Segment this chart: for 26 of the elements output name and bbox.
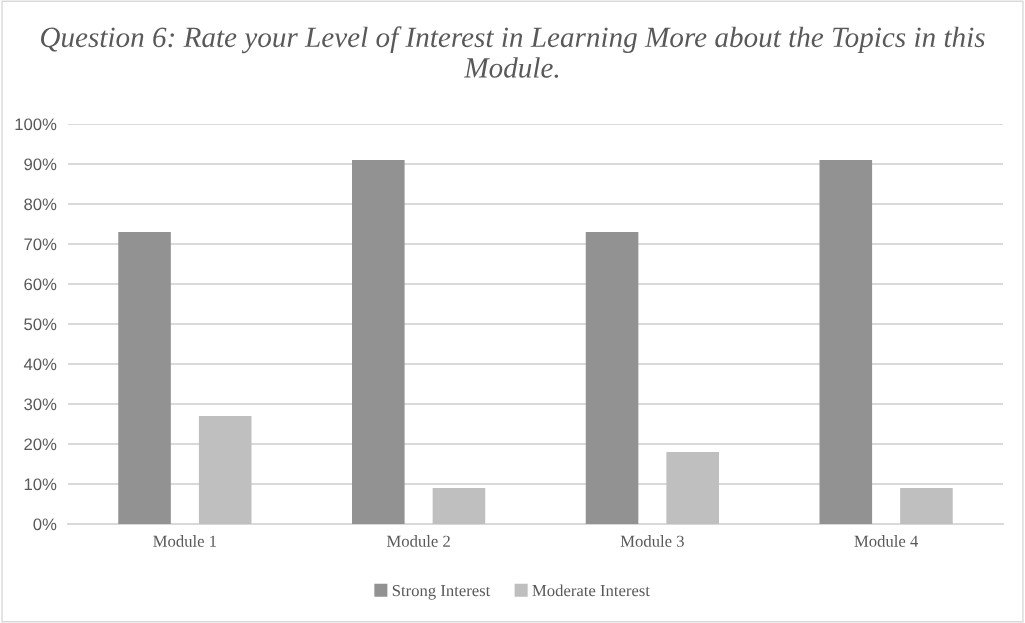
y-tick-label: 80% [24, 198, 57, 211]
legend-label: Moderate Interest [532, 584, 650, 597]
x-tick-label: Module 1 [153, 535, 217, 547]
y-tick-label: 90% [24, 158, 57, 171]
bar [900, 488, 953, 524]
bar [118, 232, 171, 524]
chart-title: Question 6: Rate your Level of Interest in Learning More about the Topics in this Module. [41, 26, 985, 78]
y-tick-label: 30% [24, 398, 57, 411]
bar [585, 232, 639, 524]
bar [198, 416, 252, 524]
x-tick-label: Module 3 [620, 535, 684, 547]
bar [666, 452, 719, 524]
y-tick-label: 10% [24, 478, 57, 491]
y-tick-label: 40% [23, 358, 57, 371]
y-tick-label: 0% [33, 518, 57, 531]
y-tick-label: 60% [24, 278, 57, 291]
y-tick-label: 20% [24, 438, 57, 451]
y-tick-label: 70% [24, 238, 57, 251]
legend-label: Strong Interest [392, 585, 491, 600]
bar [432, 488, 486, 524]
y-tick-label: 100% [15, 118, 57, 131]
x-tick-label: Module 2 [386, 535, 450, 547]
bar [352, 160, 405, 524]
bar [819, 160, 873, 524]
x-tick-label: Module 4 [854, 535, 919, 547]
y-tick-label: 50% [24, 318, 57, 331]
